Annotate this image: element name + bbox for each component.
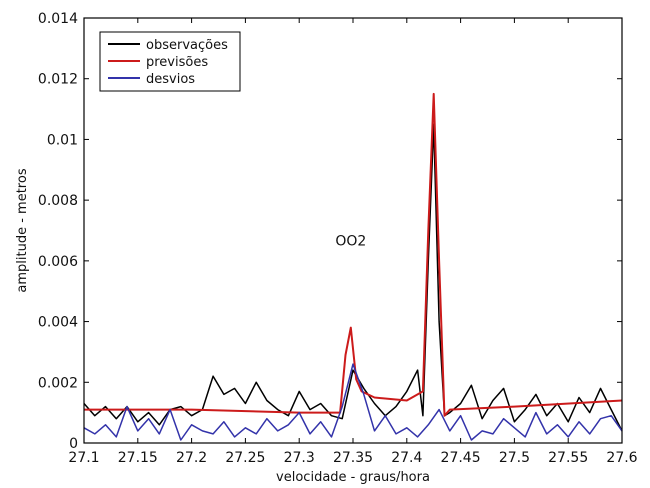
annotation-label-1: OO2 (335, 234, 366, 250)
y-tick-label: 0.006 (38, 254, 78, 270)
y-tick-label: 0.014 (38, 11, 78, 27)
x-tick-label: 27.15 (118, 450, 158, 466)
x-tick-label: 27.4 (391, 450, 422, 466)
x-tick-label: 27.45 (441, 450, 481, 466)
x-tick-label: 27.5 (499, 450, 530, 466)
y-tick-label: 0.01 (47, 132, 78, 148)
y-axis-label: amplitude - metros (15, 168, 30, 292)
x-tick-label: 27.55 (548, 450, 588, 466)
y-tick-label: 0 (69, 436, 78, 452)
x-axis-label: velocidade - graus/hora (276, 470, 430, 485)
legend-label-2: previsões (146, 55, 208, 70)
legend-label-3: desvios (146, 72, 195, 87)
y-tick-label: 0.012 (38, 72, 78, 88)
annotations: OO2MNS2 (335, 234, 366, 250)
x-tick-label: 27.2 (176, 450, 207, 466)
series-line-2 (84, 92, 623, 417)
x-tick-label: 27.3 (284, 450, 315, 466)
x-tick-label: 27.1 (68, 450, 99, 466)
series-line-1 (83, 123, 623, 432)
y-tick-label: 0.002 (38, 375, 78, 391)
x-tick-label: 27.35 (333, 450, 373, 466)
y-tick-label: 0.004 (38, 315, 78, 331)
plot-area (83, 92, 623, 441)
axes: 27.1 27.15 27.2 27.25 27.3 27.35 27.4 27.45 27.5… (15, 11, 638, 485)
x-tick-label: 27.25 (225, 450, 265, 466)
series-line-3 (83, 363, 623, 441)
legend: observações previsões desvios (99, 31, 241, 92)
y-tick-label: 0.008 (38, 193, 78, 209)
legend-label-1: observações (146, 38, 228, 53)
x-tick-label: 27.6 (606, 450, 637, 466)
